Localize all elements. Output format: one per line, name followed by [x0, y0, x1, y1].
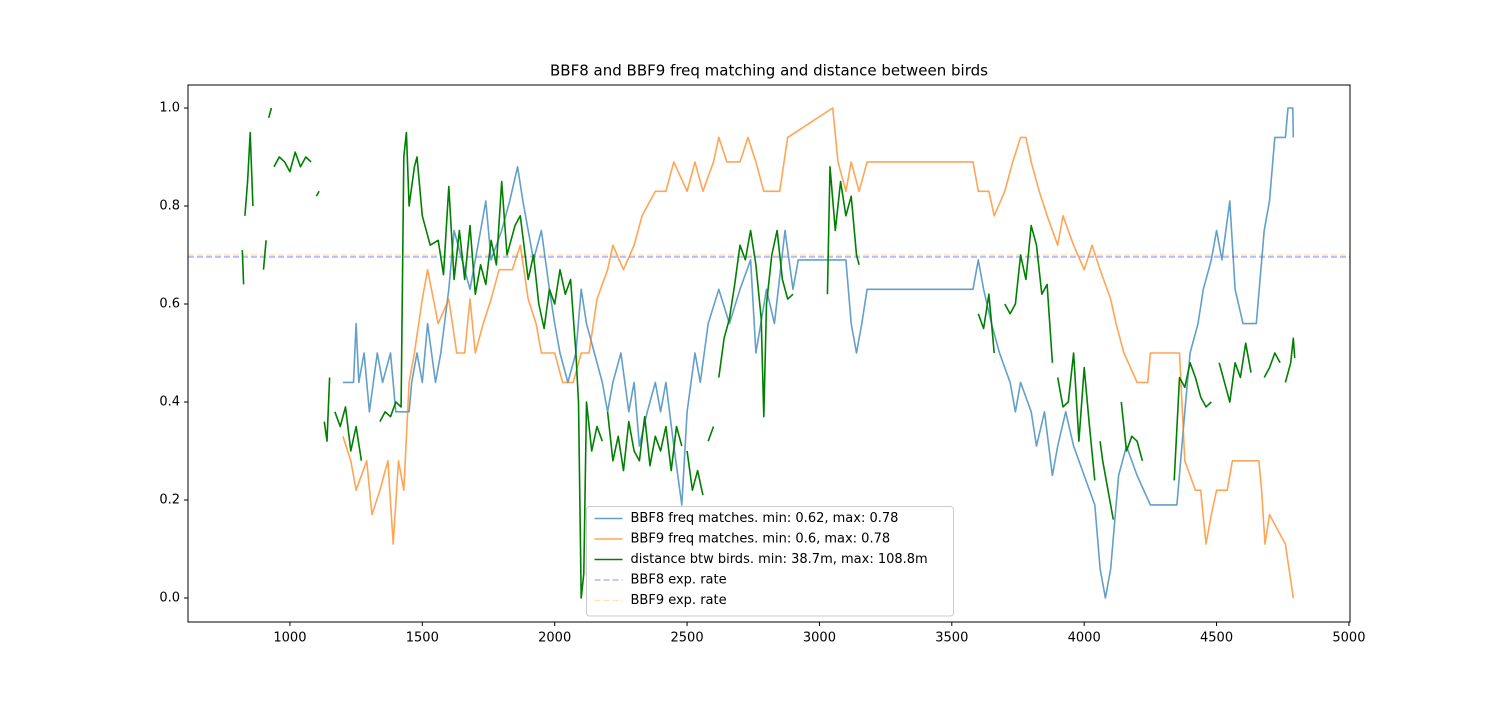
y-tick-label: 0.0	[159, 590, 180, 605]
data-line	[342, 107, 1295, 599]
legend-label: BBF9 freq matches. min: 0.6, max: 0.78	[631, 532, 891, 547]
x-tick-label: 3500	[935, 631, 968, 646]
legend-label: distance btw birds. min: 38.7m, max: 108…	[631, 552, 928, 567]
x-tick-label: 4000	[1068, 631, 1101, 646]
y-tick-label: 0.8	[159, 199, 180, 214]
axes-frame	[187, 84, 1351, 623]
x-tick-label: 3000	[803, 631, 836, 646]
y-tick-label: 0.6	[159, 297, 180, 312]
legend-label: BBF9 exp. rate	[631, 593, 727, 608]
plot-area	[188, 107, 1350, 599]
legend-label: BBF8 freq matches. min: 0.62, max: 0.78	[631, 511, 899, 526]
y-tick-label: 1.0	[159, 101, 180, 116]
x-tick-label: 1500	[406, 631, 439, 646]
y-tick-label: 0.2	[159, 492, 180, 507]
x-tick-label: 2500	[671, 631, 704, 646]
x-tick-label: 4500	[1200, 631, 1233, 646]
x-tick-label: 1000	[273, 631, 306, 646]
legend-label: BBF8 exp. rate	[631, 573, 727, 588]
data-line	[241, 107, 1296, 599]
y-tick-label: 0.4	[159, 395, 180, 410]
x-tick-label: 5000	[1332, 631, 1365, 646]
legend-box	[586, 506, 954, 617]
x-tick-label: 2000	[538, 631, 571, 646]
chart-title: BBF8 and BBF9 freq matching and distance…	[550, 62, 988, 80]
data-line	[342, 107, 1295, 599]
